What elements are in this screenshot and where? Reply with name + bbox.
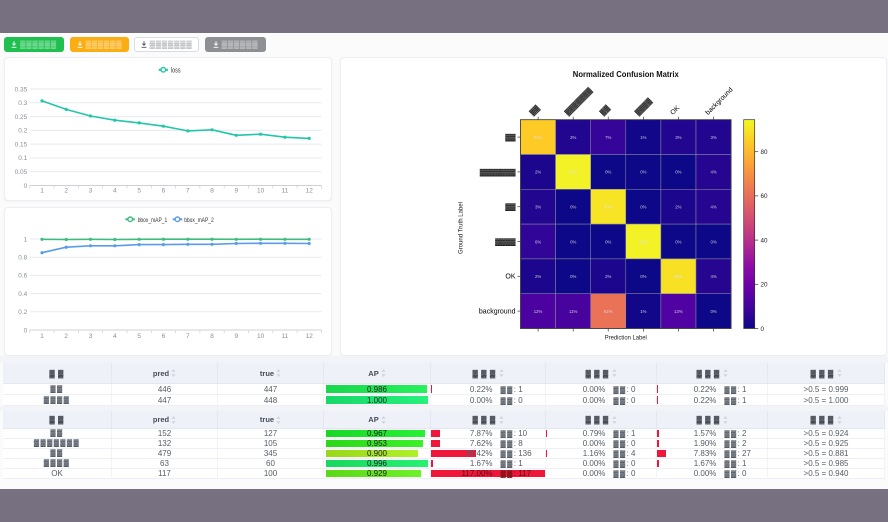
svg-text:8: 8 [210, 188, 214, 195]
svg-text:2%: 2% [535, 170, 541, 175]
svg-text:7%: 7% [605, 135, 611, 140]
svg-text:2%: 2% [675, 205, 681, 210]
svg-text:1%: 1% [640, 135, 646, 140]
svg-text:93%: 93% [639, 239, 648, 244]
svg-text:6: 6 [162, 188, 166, 195]
svg-text:1: 1 [40, 333, 44, 340]
svg-text:bbox_mAP_1: bbox_mAP_1 [138, 217, 168, 224]
svg-text:0.6: 0.6 [18, 273, 27, 280]
svg-text:12%: 12% [534, 309, 543, 314]
svg-text:12: 12 [306, 333, 314, 340]
svg-text:▓▓: ▓▓ [528, 104, 541, 117]
svg-text:0%: 0% [675, 239, 681, 244]
svg-text:▓▓▓▓: ▓▓▓▓ [495, 238, 516, 246]
svg-text:10: 10 [257, 188, 265, 195]
svg-text:0.1: 0.1 [18, 155, 27, 162]
svg-text:loss: loss [171, 67, 181, 74]
svg-text:4: 4 [113, 333, 117, 340]
svg-text:0%: 0% [710, 309, 716, 314]
svg-text:2: 2 [64, 188, 68, 195]
svg-text:▓▓: ▓▓ [505, 203, 516, 211]
svg-text:0: 0 [761, 326, 765, 333]
svg-text:90%: 90% [604, 205, 613, 210]
svg-text:0.2: 0.2 [18, 128, 27, 135]
svg-text:▓▓: ▓▓ [599, 104, 612, 117]
svg-text:OK: OK [669, 104, 681, 116]
svg-text:2%: 2% [605, 274, 611, 279]
svg-text:0%: 0% [570, 274, 576, 279]
svg-text:1: 1 [24, 236, 28, 243]
svg-text:4: 4 [113, 188, 117, 195]
svg-text:0%: 0% [640, 205, 646, 210]
svg-text:3: 3 [89, 333, 93, 340]
svg-text:1: 1 [40, 188, 44, 195]
svg-text:3%: 3% [710, 135, 716, 140]
svg-text:12: 12 [306, 188, 314, 195]
svg-text:9: 9 [234, 333, 238, 340]
svg-text:0: 0 [24, 183, 28, 190]
svg-text:0.25: 0.25 [15, 114, 28, 121]
svg-text:7: 7 [186, 333, 190, 340]
svg-text:11: 11 [282, 188, 289, 195]
svg-text:1%: 1% [640, 309, 646, 314]
svg-text:0.15: 0.15 [15, 141, 28, 148]
svg-text:3: 3 [89, 188, 93, 195]
svg-text:0%: 0% [675, 170, 681, 175]
svg-text:0%: 0% [605, 239, 611, 244]
svg-text:11%: 11% [569, 309, 577, 314]
svg-text:0.4: 0.4 [18, 291, 27, 298]
svg-text:▓▓▓▓▓▓▓: ▓▓▓▓▓▓▓ [563, 86, 593, 116]
svg-text:0.2: 0.2 [18, 309, 27, 316]
svg-text:6: 6 [162, 333, 166, 340]
svg-text:0%: 0% [570, 205, 576, 210]
svg-text:bbox_mAP_2: bbox_mAP_2 [184, 217, 214, 224]
svg-text:0%: 0% [570, 239, 576, 244]
svg-text:2: 2 [64, 333, 68, 340]
svg-text:OK: OK [505, 274, 515, 281]
svg-text:5: 5 [137, 333, 141, 340]
svg-text:10: 10 [257, 333, 265, 340]
svg-text:0%: 0% [640, 170, 646, 175]
svg-text:0%: 0% [710, 239, 716, 244]
svg-text:80: 80 [761, 149, 769, 156]
svg-text:9: 9 [234, 188, 238, 195]
svg-text:84%: 84% [534, 135, 543, 140]
svg-text:3%: 3% [535, 205, 541, 210]
svg-text:89%: 89% [674, 274, 683, 279]
svg-text:40: 40 [761, 237, 769, 244]
svg-text:8: 8 [210, 333, 214, 340]
svg-text:▓▓▓▓: ▓▓▓▓ [634, 97, 654, 117]
svg-text:13%: 13% [674, 309, 683, 314]
svg-text:▓▓: ▓▓ [505, 134, 516, 142]
svg-text:0: 0 [24, 327, 28, 334]
svg-text:0%: 0% [640, 274, 646, 279]
svg-text:4%: 4% [710, 274, 716, 279]
svg-text:background: background [705, 86, 735, 116]
svg-text:0.8: 0.8 [18, 255, 27, 262]
svg-text:4%: 4% [710, 170, 716, 175]
svg-text:3%: 3% [675, 135, 681, 140]
svg-text:5: 5 [137, 188, 141, 195]
svg-text:20: 20 [761, 282, 769, 289]
svg-text:0%: 0% [605, 170, 611, 175]
svg-text:0.05: 0.05 [15, 169, 28, 176]
svg-text:3%: 3% [570, 135, 576, 140]
svg-text:▓▓▓▓▓▓▓: ▓▓▓▓▓▓▓ [480, 168, 517, 176]
svg-text:Normalized Confusion Matrix: Normalized Confusion Matrix [573, 69, 679, 79]
svg-text:93%: 93% [569, 170, 578, 175]
svg-text:2%: 2% [535, 274, 541, 279]
svg-text:0.35: 0.35 [15, 86, 28, 93]
svg-text:0.3: 0.3 [18, 100, 27, 107]
svg-text:background: background [479, 309, 516, 316]
svg-text:Ground Truth Label: Ground Truth Label [458, 202, 465, 254]
svg-text:4%: 4% [710, 205, 716, 210]
svg-text:6%: 6% [535, 239, 541, 244]
svg-text:7: 7 [186, 188, 190, 195]
svg-text:60: 60 [761, 193, 769, 200]
svg-text:61%: 61% [604, 309, 613, 314]
svg-text:11: 11 [282, 333, 289, 340]
svg-text:Prediction Label: Prediction Label [605, 335, 647, 342]
